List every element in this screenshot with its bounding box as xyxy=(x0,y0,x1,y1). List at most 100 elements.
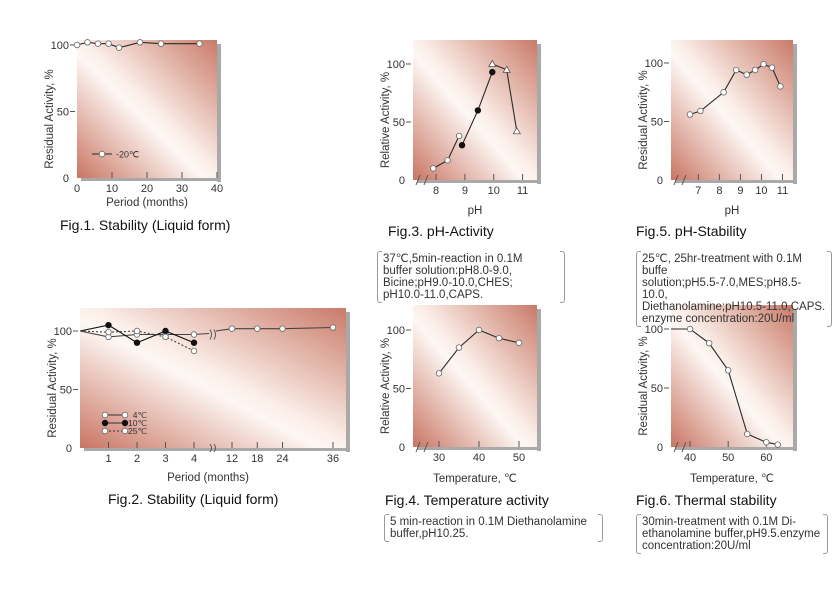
fig4-ytick-label: 0 xyxy=(399,442,405,454)
fig1-chart: 0 10 20 30 40 0 50 100 Residual Activity, % -20℃ P… xyxy=(44,39,230,233)
fig6-data-point xyxy=(774,441,781,448)
fig2-data-point xyxy=(190,331,198,338)
fig2-data-point xyxy=(254,325,261,332)
fig6-data-point xyxy=(724,367,732,374)
fig4-xtick-label: 50 xyxy=(513,452,525,464)
fig1-xtick-label: 40 xyxy=(211,183,223,195)
fig5-data-point xyxy=(751,66,759,74)
fig6-xlabel: Temperature, ℃ xyxy=(690,473,774,485)
fig4-xtick-label: 30 xyxy=(433,452,445,464)
fig6-title: Fig.6. Thermal stability xyxy=(636,492,777,508)
fig2-legend-marker xyxy=(121,411,129,419)
fig4-ylabel: Relative Activity, % xyxy=(380,338,392,434)
fig1-shadow-right xyxy=(217,44,221,182)
fig5-axis-break-mark xyxy=(681,174,687,186)
fig2-line-break-mark xyxy=(209,329,216,340)
fig2-legend-marker xyxy=(101,427,109,435)
fig5-xtick-label: 10 xyxy=(755,185,767,197)
fig3-data-point xyxy=(502,65,511,73)
fig6-ytick-label: 50 xyxy=(651,383,663,395)
fig5-title: Fig.5. pH-Stability xyxy=(636,223,746,239)
fig5-ytick-label: 50 xyxy=(651,117,663,129)
fig2-ytick-label: 50 xyxy=(60,385,72,397)
fig2-data-point xyxy=(105,328,112,336)
fig1-data-point xyxy=(157,40,165,47)
fig1-ytick-label: 100 xyxy=(51,40,69,52)
fig2-xtick-label: 2 xyxy=(134,453,140,465)
fig6-data-point xyxy=(744,430,751,438)
fig4-axis-break-mark xyxy=(415,441,421,453)
fig2-data-point xyxy=(162,333,169,341)
fig3-title: Fig.3. pH-Activity xyxy=(388,223,494,239)
fig2-xtick-label: 4 xyxy=(191,453,197,465)
fig6-shadow-right xyxy=(793,309,797,451)
fig3-xtick-label: 11 xyxy=(517,185,528,197)
fig3-ytick-label: 100 xyxy=(387,59,405,71)
fig2-xtick-label: 18 xyxy=(251,453,263,465)
fig6-xtick-label: 50 xyxy=(722,452,734,464)
fig3-shadow-bottom xyxy=(417,180,541,183)
fig5-data-point xyxy=(743,71,750,78)
fig5-plot-area xyxy=(671,40,793,180)
fig2-xlabel: Period (months) xyxy=(167,472,249,484)
fig2-xtick-label: 24 xyxy=(276,453,288,465)
fig4-title: Fig.4. Temperature activity xyxy=(385,492,549,508)
fig2-legend-marker xyxy=(101,411,109,419)
fig6-ytick-label: 0 xyxy=(657,442,663,454)
fig2-data-point xyxy=(133,339,141,346)
fig3-data-point xyxy=(429,165,437,172)
fig2-data-point xyxy=(105,321,112,329)
fig5-data-point xyxy=(720,89,727,96)
fig2-ylabel: Residual Activity, % xyxy=(47,338,59,438)
fig4-xlabel: Temperature, ℃ xyxy=(433,473,517,485)
fig4-data-point xyxy=(515,339,523,347)
fig3-data-point xyxy=(444,157,451,164)
fig2-legend-label: 4℃ xyxy=(133,410,148,420)
fig2-shadow-bottom xyxy=(84,448,350,451)
fig6-caption-note: 30min-treatment with 0.1M Di- ethanolami… xyxy=(636,514,828,554)
fig2-title: Fig.2. Stability (Liquid form) xyxy=(108,491,278,507)
fig2-axis-break-mark xyxy=(209,443,216,453)
fig2-ytick-label: 0 xyxy=(66,443,72,455)
fig6-data-point xyxy=(705,339,713,347)
fig2-xtick-label: 12 xyxy=(226,453,238,465)
fig4-ytick-label: 50 xyxy=(393,384,405,396)
fig2-shadow-right xyxy=(346,312,350,452)
fig5-data-point xyxy=(760,60,767,68)
fig1-xtick-label: 0 xyxy=(74,183,80,195)
fig1-data-point xyxy=(84,39,91,46)
fig5-shadow-bottom xyxy=(675,180,797,183)
fig3-xtick-label: 8 xyxy=(433,185,439,197)
fig3-xtick-label: 9 xyxy=(462,185,468,197)
fig5-ylabel: Residual Activity, % xyxy=(638,70,650,170)
fig1-plot-area xyxy=(77,40,217,178)
fig4-caption-note: 5 min-reaction in 0.1M Diethanolamine bu… xyxy=(384,514,603,542)
fig2-legend-marker xyxy=(101,419,109,427)
fig1-ylabel: Residual Activity, % xyxy=(44,69,56,169)
fig5-data-point xyxy=(768,64,776,71)
fig2-xtick-label: 1 xyxy=(105,453,111,465)
fig1-data-point xyxy=(115,44,123,51)
fig4-data-point xyxy=(495,334,503,342)
fig5-axis-break-mark xyxy=(673,174,679,186)
fig4-shadow-right xyxy=(537,309,541,451)
fig1-xtick-label: 30 xyxy=(176,183,188,195)
fig6-xtick-label: 40 xyxy=(684,452,696,464)
fig3-axis-break-mark xyxy=(415,174,421,186)
fig6-xtick-label: 60 xyxy=(760,452,772,464)
fig3-data-point xyxy=(458,141,466,149)
fig2-xtick-label: 36 xyxy=(327,453,339,465)
fig4-data-point xyxy=(455,344,463,351)
fig1-legend-label: -20℃ xyxy=(116,150,139,160)
fig3-data-point xyxy=(512,126,522,135)
fig3-data-point xyxy=(455,132,463,140)
fig2-xtick-label: 3 xyxy=(162,453,168,465)
fig2-legend-marker xyxy=(121,427,129,435)
fig2-data-point xyxy=(279,325,286,332)
fig6-data-point xyxy=(763,439,770,446)
fig6-axis-break-mark xyxy=(681,441,687,453)
